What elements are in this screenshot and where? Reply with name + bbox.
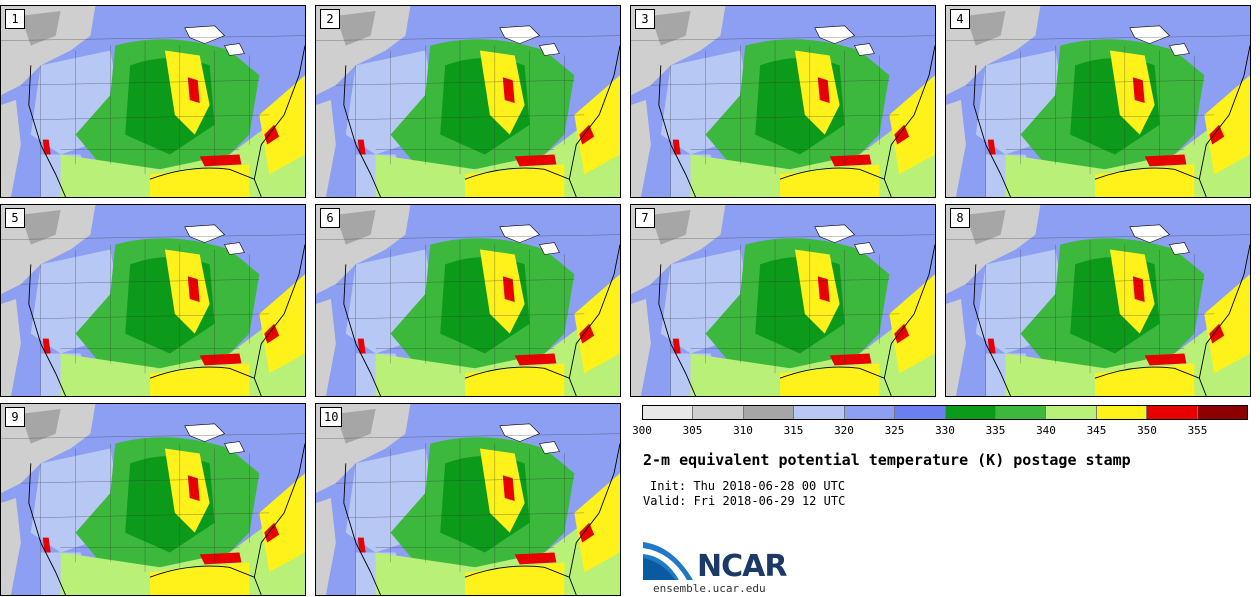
colorbar-tick-label: 340: [1036, 424, 1056, 437]
map-panel: 9: [0, 403, 306, 596]
colorbar-swatch: [794, 406, 845, 419]
colorbar-tick-label: 300: [632, 424, 652, 437]
colorbar-swatch: [1046, 406, 1097, 419]
colorbar-tick-label: 320: [834, 424, 854, 437]
member-number: 6: [320, 208, 340, 228]
map-panel: 3: [630, 5, 936, 198]
map-panel: 6: [315, 204, 621, 397]
colorbar-tick-label: 310: [733, 424, 753, 437]
colorbar-tick-label: 355: [1187, 424, 1208, 437]
member-number: 4: [950, 9, 970, 29]
colorbar-tick-label: 305: [682, 424, 703, 437]
map-panel: 5: [0, 204, 306, 397]
colorbar: [642, 405, 1248, 420]
member-number: 5: [5, 208, 25, 228]
member-number: 3: [635, 9, 655, 29]
ncar-logo-icon: [643, 542, 693, 580]
map-panel: 1: [0, 5, 306, 198]
colorbar-tick-label: 330: [935, 424, 955, 437]
colorbar-tick-label: 315: [783, 424, 804, 437]
map-panel: 2: [315, 5, 621, 198]
colorbar-tick-label: 335: [985, 424, 1006, 437]
member-number: 8: [950, 208, 970, 228]
valid-time: Valid: Fri 2018-06-29 12 UTC: [643, 494, 846, 508]
colorbar-tick-label: 350: [1137, 424, 1157, 437]
colorbar-swatch: [995, 406, 1047, 419]
map-panel: 4: [945, 5, 1251, 198]
map-panel: 8: [945, 204, 1251, 397]
colorbar-swatch: [1197, 406, 1248, 419]
member-number: 1: [5, 9, 25, 29]
init-time: Init: Thu 2018-06-28 00 UTC: [650, 479, 846, 493]
member-number: 7: [635, 208, 655, 228]
map-panel: 7: [630, 204, 936, 397]
colorbar-swatch: [643, 406, 694, 419]
colorbar-tick-label: 345: [1086, 424, 1107, 437]
colorbar-swatch: [743, 406, 795, 419]
plot-title: 2-m equivalent potential temperature (K)…: [643, 451, 1131, 469]
map-panel: 10: [315, 403, 621, 596]
colorbar-swatch: [693, 406, 744, 419]
colorbar-tick-label: 325: [884, 424, 905, 437]
colorbar-swatch: [844, 406, 896, 419]
colorbar-swatch: [945, 406, 996, 419]
logo-url: ensemble.ucar.edu: [653, 582, 766, 595]
member-number: 10: [320, 407, 343, 427]
colorbar-swatch: [895, 406, 946, 419]
colorbar-swatch: [1147, 406, 1198, 419]
member-number: 9: [5, 407, 25, 427]
colorbar-swatch: [1096, 406, 1148, 419]
member-number: 2: [320, 9, 340, 29]
ncar-logo-text: NCAR: [697, 549, 787, 584]
